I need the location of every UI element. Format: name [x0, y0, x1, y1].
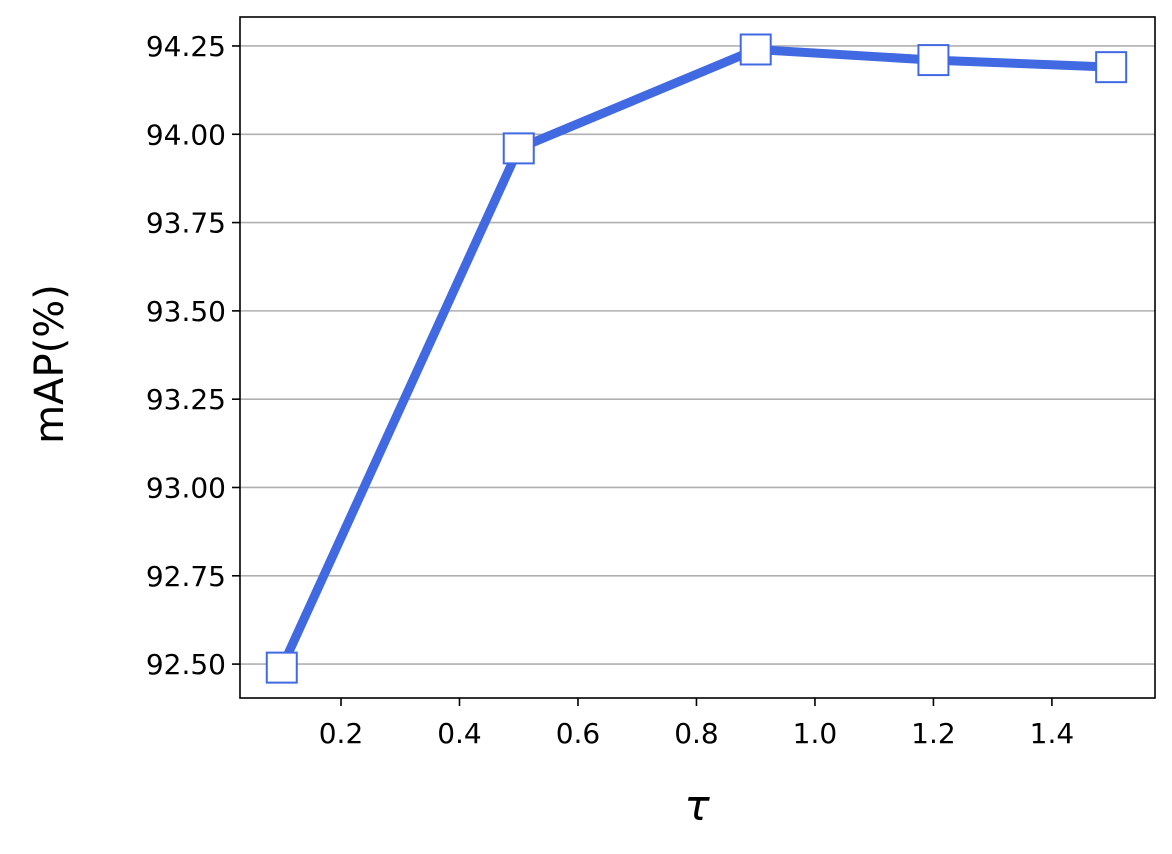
- y-tick-label: 94.25: [146, 30, 226, 63]
- x-tick-label: 1.2: [911, 717, 956, 750]
- y-tick-label: 93.00: [146, 471, 226, 504]
- marker: [739, 33, 772, 66]
- x-tick-label: 1.0: [793, 717, 838, 750]
- y-tick-label: 92.50: [146, 648, 226, 681]
- x-tick-label: 0.6: [556, 717, 601, 750]
- x-axis-label: τ: [684, 781, 710, 830]
- x-tick-label: 0.4: [437, 717, 482, 750]
- marker: [917, 44, 950, 77]
- y-tick-label: 92.75: [146, 560, 226, 593]
- y-tick-label: 93.75: [146, 207, 226, 240]
- y-tick-label: 94.00: [146, 118, 226, 151]
- y-axis-label: mAP(%): [27, 284, 73, 444]
- x-tick-label: 1.4: [1030, 717, 1075, 750]
- line: [277, 44, 1112, 670]
- marker: [502, 132, 535, 165]
- y-tick-label: 93.50: [146, 295, 226, 328]
- marker: [265, 651, 298, 684]
- y-tick-label: 93.25: [146, 383, 226, 416]
- x-tick-label: 0.8: [674, 717, 719, 750]
- plot-frame: [239, 16, 1156, 699]
- marker: [1095, 51, 1128, 84]
- x-tick-label: 0.2: [319, 717, 364, 750]
